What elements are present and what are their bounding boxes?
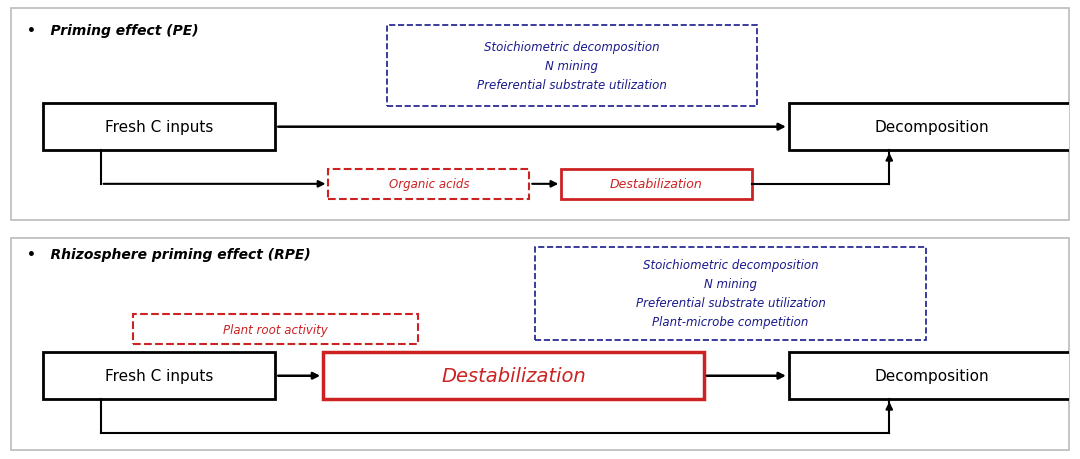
FancyBboxPatch shape	[535, 247, 927, 340]
FancyBboxPatch shape	[11, 239, 1069, 450]
Text: Decomposition: Decomposition	[875, 120, 989, 135]
Text: Destabilization: Destabilization	[441, 366, 586, 386]
Text: •   Priming effect (PE): • Priming effect (PE)	[27, 24, 199, 38]
Text: Stoichiometric decomposition
N mining
Preferential substrate utilization: Stoichiometric decomposition N mining Pr…	[476, 41, 666, 92]
FancyBboxPatch shape	[42, 353, 275, 399]
FancyBboxPatch shape	[788, 353, 1075, 399]
FancyBboxPatch shape	[328, 170, 529, 199]
Text: Decomposition: Decomposition	[875, 369, 989, 383]
FancyBboxPatch shape	[323, 353, 704, 399]
FancyBboxPatch shape	[133, 315, 418, 344]
Text: Fresh C inputs: Fresh C inputs	[105, 369, 213, 383]
Text: Plant root activity: Plant root activity	[224, 323, 327, 336]
Text: Organic acids: Organic acids	[389, 178, 469, 191]
FancyBboxPatch shape	[387, 26, 757, 106]
FancyBboxPatch shape	[42, 104, 275, 151]
Text: Fresh C inputs: Fresh C inputs	[105, 120, 213, 135]
Text: •   Rhizosphere priming effect (RPE): • Rhizosphere priming effect (RPE)	[27, 247, 310, 261]
FancyBboxPatch shape	[11, 9, 1069, 220]
FancyBboxPatch shape	[562, 170, 752, 199]
Text: Destabilization: Destabilization	[610, 178, 703, 191]
FancyBboxPatch shape	[788, 104, 1075, 151]
Text: Stoichiometric decomposition
N mining
Preferential substrate utilization
Plant-m: Stoichiometric decomposition N mining Pr…	[635, 259, 825, 329]
